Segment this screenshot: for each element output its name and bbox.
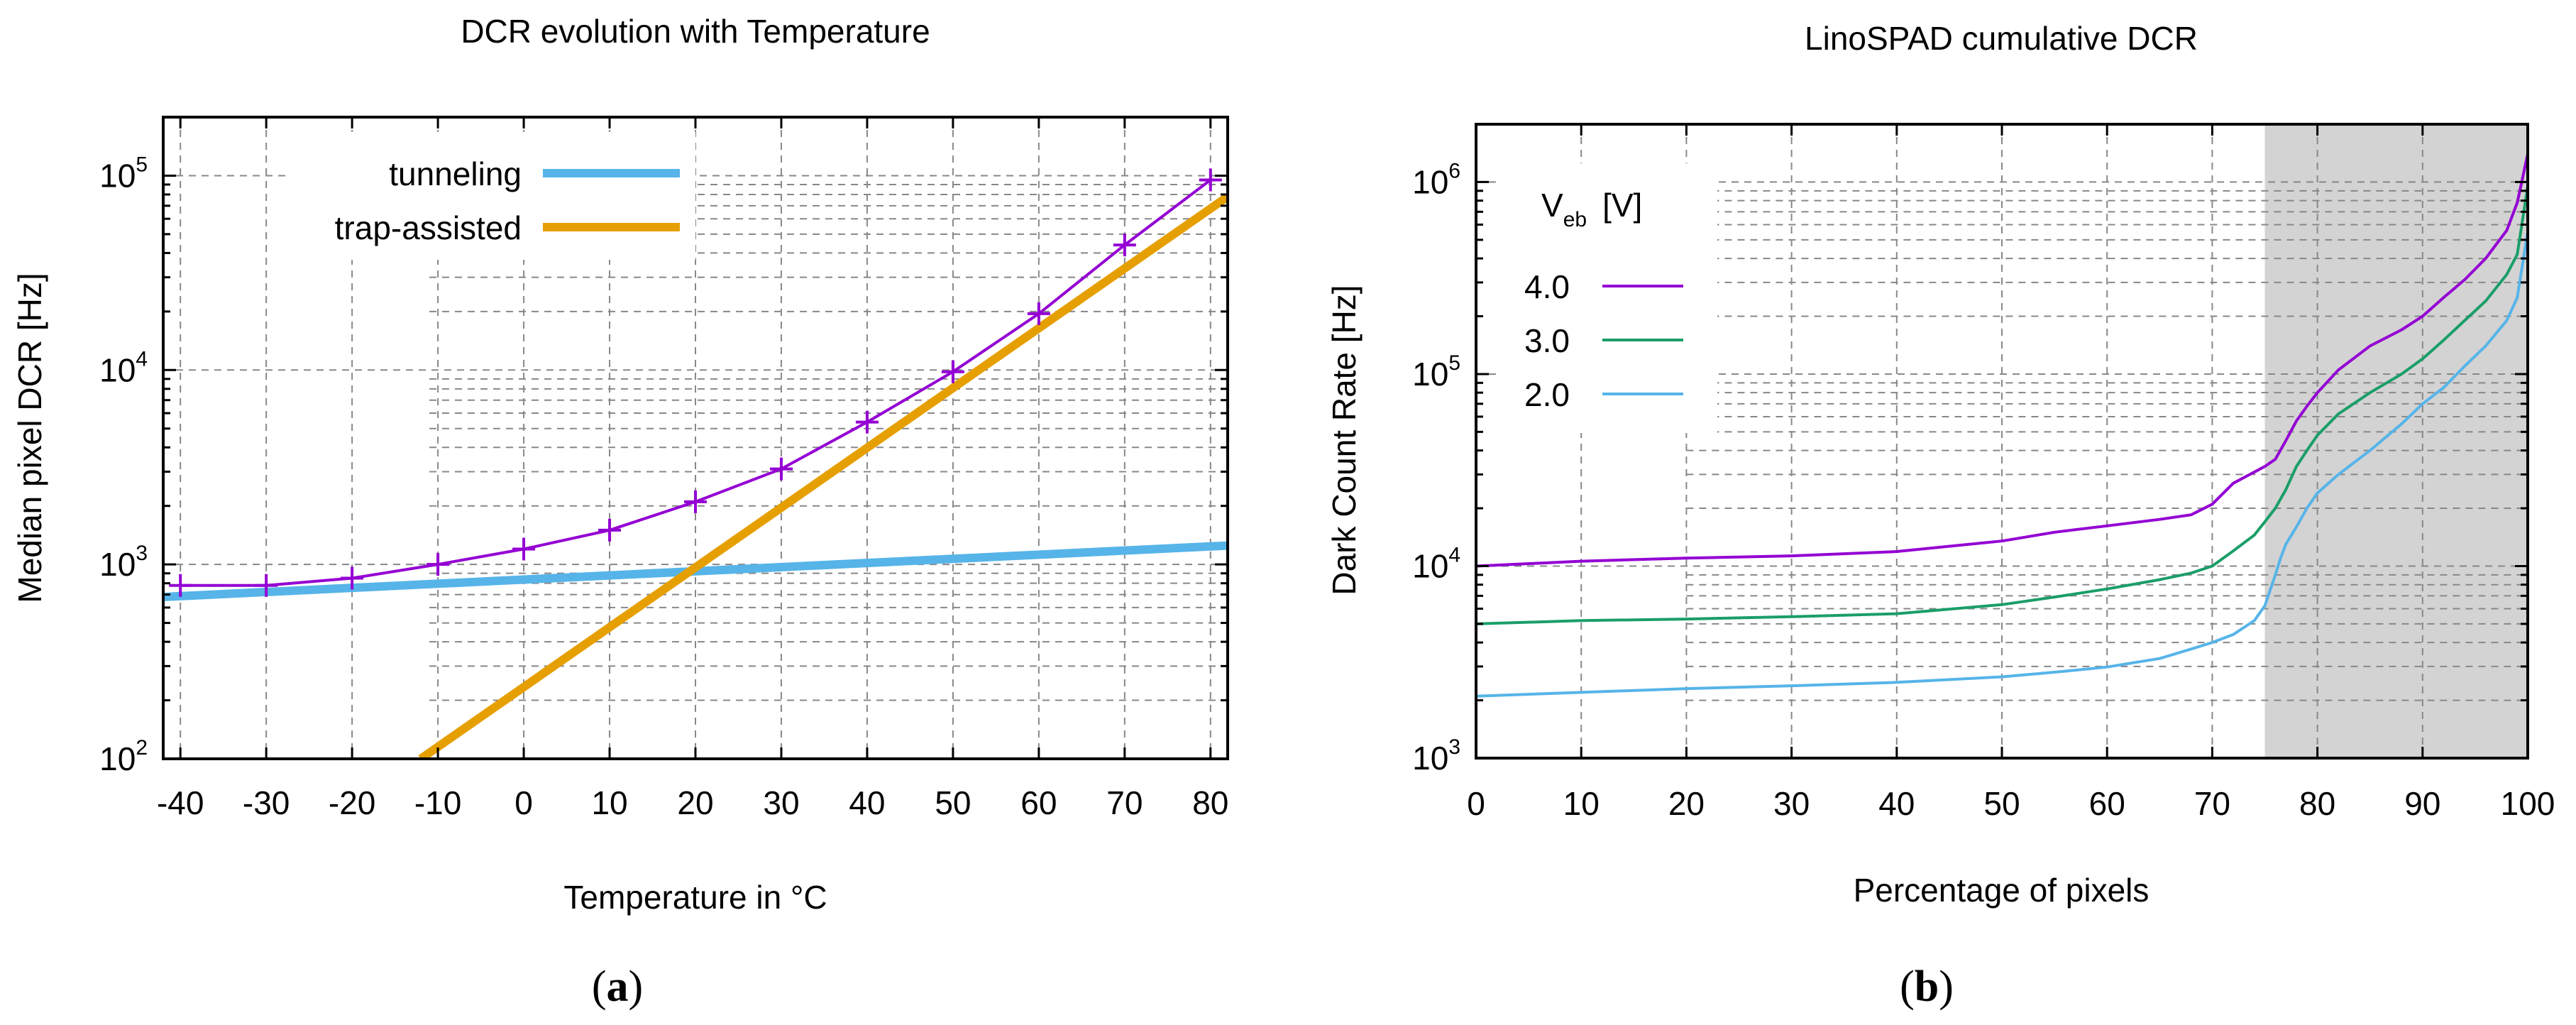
data-point-marker [769, 457, 793, 481]
legend-label-3-0: 3.0 [1524, 322, 1570, 359]
y-tick-label: 106 [1412, 159, 1460, 200]
x-tick-label: -30 [243, 784, 290, 821]
chart-a-title: DCR evolution with Temperature [461, 13, 930, 50]
y-tick-label: 104 [1412, 543, 1460, 584]
y-tick-label: 102 [99, 736, 148, 777]
y-tick-label: 103 [99, 542, 148, 583]
chart-b-legend-background [1497, 163, 1717, 433]
series-line-trap-assisted [418, 193, 1228, 759]
chart-a-y-axis-label: Median pixel DCR [Hz] [11, 273, 48, 603]
x-tick-label: 40 [1878, 785, 1915, 822]
chart-a-ticks [163, 116, 1228, 760]
chart-a-y-tick-labels: 102 103 104 105 [99, 153, 148, 777]
x-tick-label: 40 [849, 784, 885, 821]
data-point-marker [512, 537, 536, 561]
x-tick-label: 20 [1668, 785, 1705, 822]
series-line-4-0 [1476, 153, 2528, 568]
chart-b-x-axis-label: Percentage of pixels [1854, 872, 2150, 909]
legend-title: Veb [V] [1541, 187, 1642, 231]
y-tick-label: 105 [1412, 351, 1460, 393]
data-point-marker [855, 410, 879, 434]
chart-a-x-axis-label: Temperature in °C [563, 879, 827, 916]
series-line-3-0 [1476, 186, 2528, 625]
x-tick-label: 0 [514, 784, 533, 821]
chart-b-y-tick-labels: 103 104 105 106 [1412, 159, 1460, 777]
x-tick-label: 30 [763, 784, 799, 821]
chart-a-legend: tunneling trap-assisted [291, 132, 695, 260]
x-tick-label: 50 [1983, 785, 2020, 822]
y-tick-label: 105 [99, 153, 148, 194]
x-tick-label: 80 [1192, 784, 1228, 821]
chart-a: DCR evolution with Temperature -40 -30 -20… [11, 13, 1229, 1011]
data-point-marker [598, 518, 622, 542]
x-tick-label: -40 [157, 784, 204, 821]
chart-b-shaded-region [2264, 124, 2528, 758]
data-point-marker [341, 566, 364, 590]
x-tick-label: 80 [2299, 785, 2335, 822]
legend-label-trap-assisted: trap-assisted [335, 209, 522, 246]
x-tick-label: 100 [2501, 785, 2555, 822]
chart-b-title: LinoSPAD cumulative DCR [1805, 20, 2198, 57]
x-tick-label: 10 [591, 784, 627, 821]
data-point-marker [426, 553, 450, 576]
x-tick-label: -20 [329, 784, 375, 821]
chart-a-legend-background [291, 132, 695, 260]
x-tick-label: 50 [935, 784, 971, 821]
y-tick-label: 104 [99, 347, 148, 388]
chart-a-series [163, 168, 1228, 759]
legend-label-2-0: 2.0 [1524, 376, 1570, 413]
chart-b-series [1476, 153, 2528, 698]
legend-label-4-0: 4.0 [1524, 268, 1570, 305]
x-tick-label: 70 [1106, 784, 1143, 821]
data-point-marker [1199, 168, 1222, 192]
data-point-marker [1027, 302, 1050, 325]
data-point-marker [941, 360, 964, 383]
x-tick-label: 70 [2194, 785, 2230, 822]
caption-b: (b) [1900, 963, 1954, 1011]
data-point-marker [169, 574, 192, 597]
x-tick-label: 90 [2404, 785, 2440, 822]
x-tick-label: 0 [1467, 785, 1485, 822]
chart-b-x-tick-labels: 0 10 20 30 40 50 60 70 80 90 100 [1467, 785, 2555, 822]
chart-b-ticks [1475, 123, 2529, 760]
y-tick-label: 103 [1412, 735, 1460, 777]
legend-label-tunneling: tunneling [389, 155, 522, 192]
chart-a-gridlines [163, 117, 1228, 759]
x-tick-label: 60 [2089, 785, 2125, 822]
x-tick-label: 20 [677, 784, 713, 821]
data-point-marker [684, 490, 707, 513]
chart-b-legend: Veb [V] 4.0 3.0 2.0 [1497, 163, 1717, 433]
chart-b-y-axis-label: Dark Count Rate [Hz] [1326, 285, 1363, 595]
data-point-marker [1113, 234, 1136, 257]
x-tick-label: -10 [414, 784, 461, 821]
x-tick-label: 60 [1020, 784, 1057, 821]
chart-a-x-tick-labels: -40 -30 -20 -10 0 10 20 30 40 50 60 70 80 [157, 784, 1228, 821]
x-tick-label: 10 [1563, 785, 1600, 822]
chart-b: LinoSPAD cumulative DCR 0 10 20 30 40 50 60 70 8… [1326, 20, 2555, 1011]
caption-a: (a) [592, 963, 643, 1011]
data-point-marker [255, 574, 278, 597]
b-series-lines [1476, 153, 2528, 698]
x-tick-label: 30 [1773, 785, 1810, 822]
series-line-2-0 [1476, 231, 2528, 698]
